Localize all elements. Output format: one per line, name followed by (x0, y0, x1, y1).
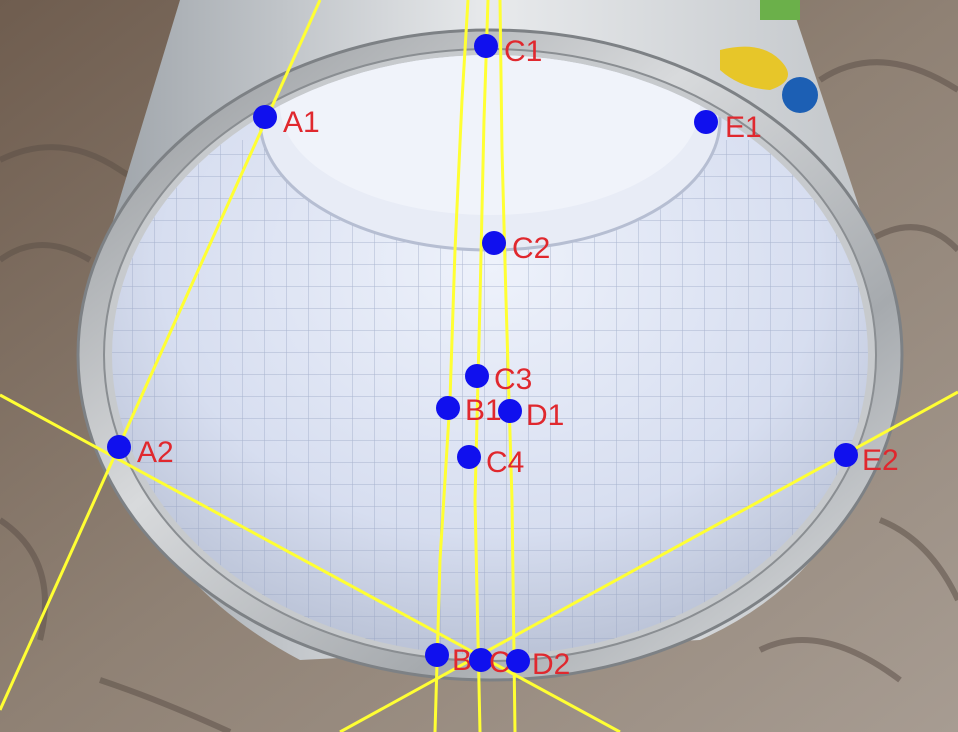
point-A2-label: A2 (137, 436, 174, 469)
point-C2-label: C2 (512, 232, 550, 265)
point-C3: C3 (465, 363, 532, 396)
point-D2-label: D2 (532, 648, 570, 681)
point-E1-label: E1 (725, 111, 762, 144)
point-A1: A1 (253, 105, 320, 139)
point-D2: D2 (506, 648, 570, 681)
point-C3-label: C3 (494, 363, 532, 396)
point-D1-marker (498, 399, 522, 423)
point-D1-label: D1 (526, 399, 564, 432)
point-E2-label: E2 (862, 444, 899, 477)
point-E2-marker (834, 443, 858, 467)
point-A2: A2 (107, 435, 174, 469)
point-D2-marker (506, 649, 530, 673)
can-label-graphic (720, 0, 818, 113)
point-E1-marker (694, 110, 718, 134)
point-A1-label: A1 (283, 106, 320, 139)
point-E2: E2 (834, 443, 899, 477)
point-C1: C1 (474, 34, 542, 68)
point-C5-marker (469, 648, 493, 672)
annotation-points: A1 A2 B1 B2 C1 C2 C3 C4 (107, 34, 899, 681)
point-B1-label: B1 (465, 394, 502, 427)
point-C2: C2 (482, 231, 550, 265)
point-C4-label: C4 (486, 446, 524, 479)
point-C1-label: C1 (504, 35, 542, 68)
point-C3-marker (465, 364, 489, 388)
point-C4: C4 (457, 445, 524, 479)
point-D1: D1 (498, 399, 564, 432)
point-C4-marker (457, 445, 481, 469)
point-C1-marker (474, 34, 498, 58)
point-B1: B1 (436, 394, 502, 427)
point-C2-marker (482, 231, 506, 255)
point-B2-marker (425, 643, 449, 667)
point-E1: E1 (694, 110, 762, 144)
point-A1-marker (253, 105, 277, 129)
point-B1-marker (436, 396, 460, 420)
point-A2-marker (107, 435, 131, 459)
